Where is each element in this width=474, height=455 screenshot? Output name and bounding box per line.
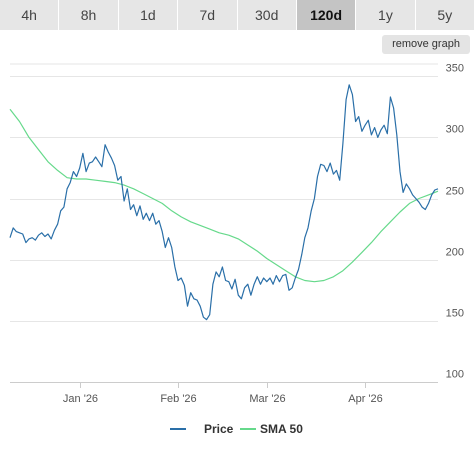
x-tick-label: Feb '26 [160,393,196,405]
price-line [9,84,439,321]
timeframe-tabs: 4h 8h 1d 7d 30d 120d 1y 5y [0,0,474,30]
chart-legend: Price SMA 50 [0,420,474,438]
tab-30d[interactable]: 30d [237,0,297,30]
y-tick-label: 250 [446,186,464,198]
y-tick-label: 300 [446,124,464,136]
tab-8h[interactable]: 8h [59,0,119,30]
x-tick-label: Apr '26 [348,393,383,405]
legend-item-sma[interactable]: SMA 50 [240,420,320,438]
x-tick-label: Jan '26 [63,393,98,405]
tab-5y[interactable]: 5y [415,0,474,30]
legend-label-sma: SMA 50 [260,422,303,436]
legend-label-price: Price [204,422,234,436]
tab-1y[interactable]: 1y [356,0,416,30]
remove-graph-button[interactable]: remove graph [382,35,470,54]
tab-7d[interactable]: 7d [178,0,238,30]
tab-4h[interactable]: 4h [0,0,60,30]
x-tick-label: Mar '26 [249,393,285,405]
y-tick-label: 150 [446,308,464,320]
y-tick-label: 200 [446,247,464,259]
tab-1d[interactable]: 1d [118,0,179,30]
y-tick-label: 350 [446,63,464,75]
sma-50-line [9,108,439,283]
legend-swatch-price [170,428,186,430]
legend-swatch-sma [240,428,256,430]
legend-item-price[interactable]: Price [170,420,234,438]
y-tick-label: 100 [446,369,464,381]
tab-120d[interactable]: 120d [296,0,357,30]
